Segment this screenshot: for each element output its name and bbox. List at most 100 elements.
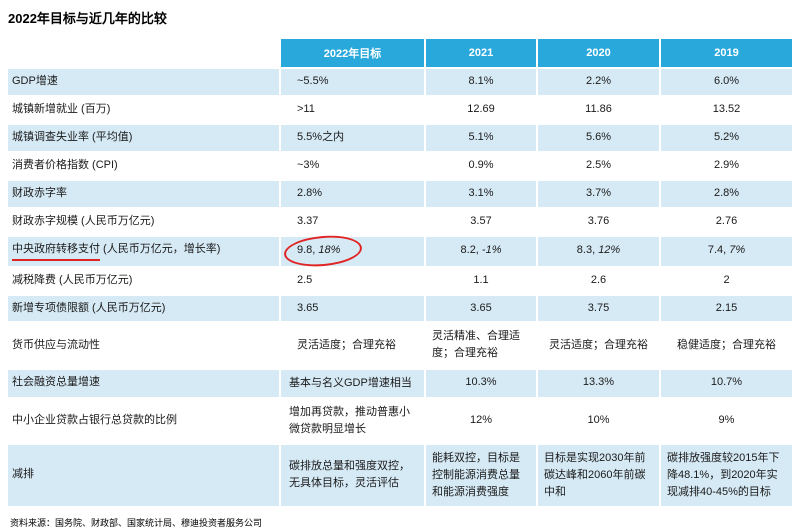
table-cell: 8.1%: [424, 68, 537, 97]
table-cell: 2.9%: [659, 151, 792, 181]
table-cell: 灵活适度；合理充裕: [279, 322, 425, 370]
table-row: 中央政府转移支付 (人民币万亿元，增长率) 9.8, 18% 8.2, -1% 8.3…: [8, 235, 792, 268]
column-header: 2021: [424, 39, 537, 69]
table-cell: 10.3%: [424, 368, 537, 399]
source-note: 资料来源：国务院、财政部、国家统计局、穆迪投资者服务公司: [10, 517, 263, 528]
table-cell: 10.7%: [659, 368, 792, 399]
table-row: 财政赤字规模 (人民币万亿元) 3.37 3.57 3.76 2.76: [8, 207, 792, 237]
table-row: 中小企业贷款占银行总贷款的比例 增加再贷款，推动普惠小微贷款明显增长 12% 10% 9…: [8, 397, 792, 445]
table-cell: 目标是实现2030年前碳达峰和2060年前碳中和: [536, 443, 660, 508]
red-underline-annotation: 中央政府转移支付: [12, 242, 100, 261]
page-title: 2022年目标与近几年的比较: [8, 11, 167, 26]
cell-value: 8.3,: [576, 244, 599, 257]
table-cell: 能耗双控，目标是控制能源消费总量和能源消费强度: [424, 443, 537, 508]
cell-text: 8.3, 12%: [577, 244, 620, 256]
column-header: 2020: [536, 39, 660, 69]
table-cell: 基本与名义GDP增速相当: [279, 368, 425, 399]
table-cell: 2.8%: [279, 179, 425, 209]
table-cell: >11: [279, 95, 425, 125]
table-cell: 3.65: [279, 294, 425, 324]
table-cell: 3.57: [424, 207, 537, 237]
cell-value: 8.2,: [460, 244, 482, 257]
table-cell: 2.5%: [536, 151, 660, 181]
table-cell: 增加再贷款，推动普惠小微贷款明显增长: [279, 397, 425, 445]
table-row: 货币供应与流动性 灵活适度；合理充裕 灵活精准、合理适度；合理充裕 灵活适度；合理充裕…: [8, 322, 792, 370]
cell-text: 7.4, 7%: [708, 244, 745, 256]
table-cell: 3.76: [536, 207, 660, 237]
table-cell: 3.7%: [536, 179, 660, 209]
row-label: 财政赤字规模 (人民币万亿元): [8, 207, 280, 237]
row-label: 消费者价格指数 (CPI): [8, 151, 280, 181]
cell-growth-rate: 18%: [318, 244, 341, 257]
table-cell: 3.1%: [424, 179, 537, 209]
table-cell: 0.9%: [424, 151, 537, 181]
comparison-table: 2022年目标 2021 2020 2019 GDP增速 ~5.5% 8.1% 2.2% 6.…: [8, 39, 792, 508]
table-cell: 12%: [424, 397, 537, 445]
table-cell: 灵活适度；合理充裕: [536, 322, 660, 370]
table-cell: 5.5%之内: [279, 123, 425, 153]
table-cell: 10%: [536, 397, 660, 445]
table-row: 城镇新增就业 (百万) >11 12.69 11.86 13.52: [8, 95, 792, 125]
table-row: 城镇调查失业率 (平均值) 5.5%之内 5.1% 5.6% 5.2%: [8, 123, 792, 153]
table-row: 消费者价格指数 (CPI) ~3% 0.9% 2.5% 2.9%: [8, 151, 792, 181]
column-header: 2019: [659, 39, 792, 69]
table-cell: 8.2, -1%: [424, 235, 537, 268]
table-row: GDP增速 ~5.5% 8.1% 2.2% 6.0%: [8, 68, 792, 97]
table-cell: ~5.5%: [279, 68, 425, 97]
row-label: 城镇新增就业 (百万): [8, 95, 280, 125]
table-cell: 2: [659, 266, 792, 296]
cell-text: 8.2, -1%: [461, 244, 502, 256]
table-cell: 13.3%: [536, 368, 660, 399]
row-label: 财政赤字率: [8, 179, 280, 209]
row-label: 城镇调查失业率 (平均值): [8, 123, 280, 153]
table-row: 财政赤字率 2.8% 3.1% 3.7% 2.8%: [8, 179, 792, 209]
row-label: 社会融资总量增速: [8, 368, 280, 399]
cell-growth-rate: 12%: [598, 244, 621, 257]
table-cell: 2.15: [659, 294, 792, 324]
table-cell: 2.8%: [659, 179, 792, 209]
row-label-suffix: (人民币万亿元，增长率): [100, 242, 221, 255]
row-label: 减税降费 (人民币万亿元): [8, 266, 280, 296]
table-cell: 13.52: [659, 95, 792, 125]
table-cell: 6.0%: [659, 68, 792, 97]
table-cell: 碳排放强度较2015年下降48.1%，到2020年实现减排40-45%的目标: [659, 443, 792, 508]
table-cell: 5.6%: [536, 123, 660, 153]
table-cell: 9.8, 18%: [279, 235, 425, 268]
cell-growth-rate: -1%: [481, 244, 502, 257]
row-label: 中央政府转移支付 (人民币万亿元，增长率): [8, 235, 280, 268]
table-cell: 3.65: [424, 294, 537, 324]
cell-value: 9.8,: [297, 244, 319, 257]
table-header-row: 2022年目标 2021 2020 2019: [8, 39, 792, 69]
table-row: 新增专项债限额 (人民币万亿元) 3.65 3.65 3.75 2.15: [8, 294, 792, 324]
table-cell: 12.69: [424, 95, 537, 125]
table-row: 减税降费 (人民币万亿元) 2.5 1.1 2.6 2: [8, 266, 792, 296]
row-label: 新增专项债限额 (人民币万亿元): [8, 294, 280, 324]
table-cell: 5.2%: [659, 123, 792, 153]
table-cell: 3.37: [279, 207, 425, 237]
row-label: 减排: [8, 443, 280, 508]
row-label: GDP增速: [8, 68, 280, 97]
table-cell: 11.86: [536, 95, 660, 125]
column-header-empty: [8, 39, 280, 69]
table-cell: 稳健适度；合理充裕: [659, 322, 792, 370]
table-cell: 2.2%: [536, 68, 660, 97]
row-label: 中小企业贷款占银行总贷款的比例: [8, 397, 280, 445]
red-circle-annotation: 9.8, 18%: [297, 243, 340, 259]
row-label: 货币供应与流动性: [8, 322, 280, 370]
table-cell: 3.75: [536, 294, 660, 324]
table-cell: 8.3, 12%: [536, 235, 660, 268]
table-cell: 2.76: [659, 207, 792, 237]
table-cell: 1.1: [424, 266, 537, 296]
table-row: 减排 碳排放总量和强度双控，无具体目标，灵活评估 能耗双控，目标是控制能源消费总量和…: [8, 443, 792, 508]
table-cell: 5.1%: [424, 123, 537, 153]
table-cell: 灵活精准、合理适度；合理充裕: [424, 322, 537, 370]
table-cell: ~3%: [279, 151, 425, 181]
table-cell: 7.4, 7%: [659, 235, 792, 268]
table-cell: 2.5: [279, 266, 425, 296]
table-cell: 碳排放总量和强度双控，无具体目标，灵活评估: [279, 443, 425, 508]
cell-value: 7.4,: [707, 244, 730, 257]
cell-growth-rate: 7%: [729, 244, 746, 257]
table-cell: 2.6: [536, 266, 660, 296]
table-cell: 9%: [659, 397, 792, 445]
